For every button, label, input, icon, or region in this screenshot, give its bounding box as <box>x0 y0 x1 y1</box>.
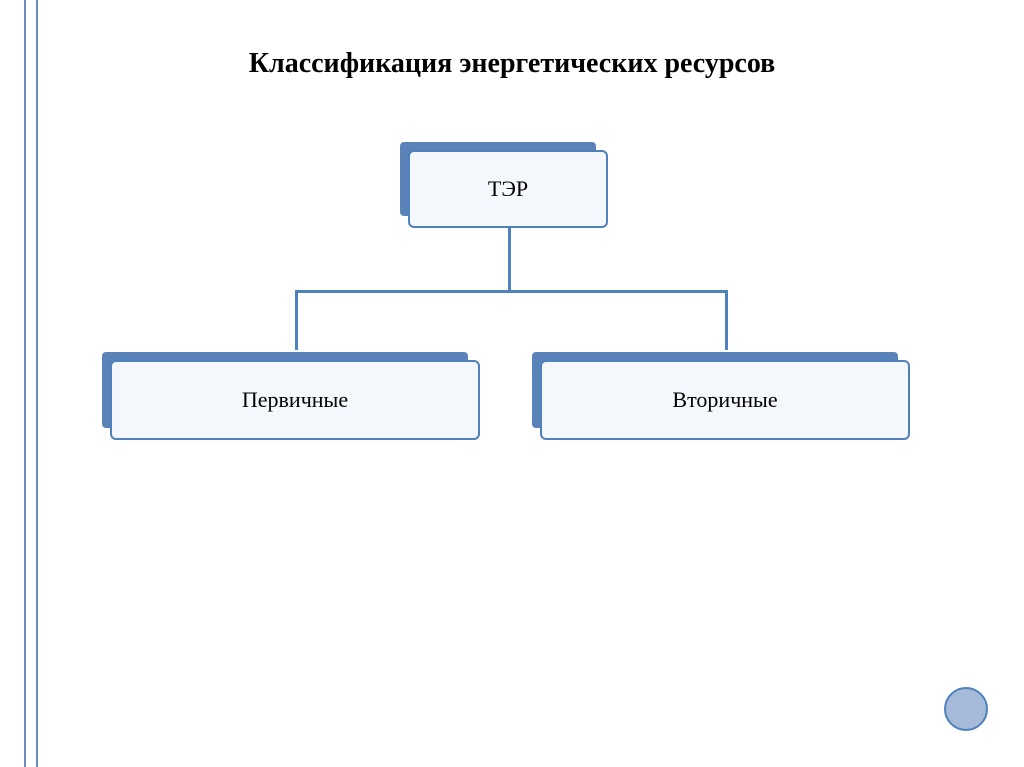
node-right: Вторичные <box>540 360 910 440</box>
node-box: Вторичные <box>540 360 910 440</box>
connector-vertical-top <box>508 228 511 290</box>
org-chart: ТЭР Первичные Вторичные <box>0 150 1024 500</box>
slide: Классификация энергетических ресурсов ТЭ… <box>0 0 1024 767</box>
connector-horizontal <box>295 290 728 293</box>
node-box: ТЭР <box>408 150 608 228</box>
node-box: Первичные <box>110 360 480 440</box>
node-label: ТЭР <box>488 176 528 202</box>
decorative-circle <box>944 687 988 731</box>
node-root: ТЭР <box>408 150 608 228</box>
node-label: Вторичные <box>672 387 777 413</box>
node-left: Первичные <box>110 360 480 440</box>
page-title: Классификация энергетических ресурсов <box>0 48 1024 80</box>
node-label: Первичные <box>242 387 348 413</box>
